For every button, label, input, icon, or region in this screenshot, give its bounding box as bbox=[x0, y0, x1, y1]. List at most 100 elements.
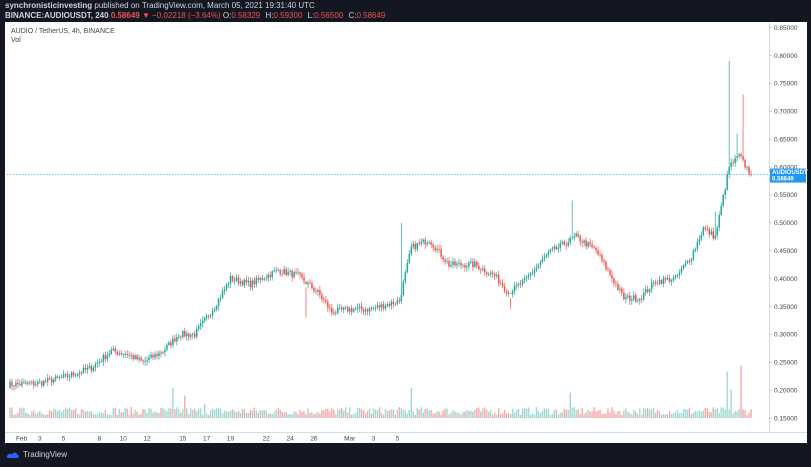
volume-bar bbox=[710, 412, 712, 419]
volume-bar bbox=[726, 371, 728, 419]
candle-body bbox=[309, 282, 311, 284]
symbol-label: BINANCE:AUDIOUSDT, 240 bbox=[5, 11, 109, 20]
candle-body bbox=[690, 259, 693, 262]
volume-bar bbox=[66, 408, 69, 419]
candle-body bbox=[247, 280, 250, 283]
y-tick-label: 0.40000 bbox=[774, 276, 798, 283]
candle-body bbox=[537, 265, 540, 268]
publisher-name[interactable]: synchronisticinvesting bbox=[5, 1, 93, 10]
volume-bar bbox=[231, 409, 234, 419]
volume-bar bbox=[275, 409, 277, 419]
volume-bar bbox=[750, 408, 752, 419]
candle-body bbox=[633, 295, 635, 300]
candle-body bbox=[738, 154, 740, 157]
brand[interactable]: TradingView bbox=[6, 447, 67, 461]
chart-pane[interactable] bbox=[5, 22, 769, 432]
volume-bar bbox=[412, 411, 414, 419]
candle-body bbox=[223, 289, 226, 291]
candle-body bbox=[176, 337, 178, 342]
volume-bar bbox=[690, 413, 693, 419]
candle-body bbox=[301, 274, 303, 278]
candle-body bbox=[577, 233, 579, 237]
candle-body bbox=[11, 381, 13, 386]
volume-bar bbox=[486, 409, 488, 419]
candle-body bbox=[642, 292, 645, 300]
volume-bar bbox=[339, 409, 341, 419]
candle-body bbox=[378, 305, 381, 308]
candle-body bbox=[559, 243, 562, 248]
volume-bar bbox=[543, 408, 546, 419]
candle-body bbox=[722, 194, 724, 206]
volume-bar bbox=[194, 408, 196, 419]
volume-bar bbox=[261, 410, 263, 419]
open-value: 0.58329 bbox=[231, 11, 261, 20]
candle-body bbox=[380, 304, 383, 308]
candle-body bbox=[535, 267, 538, 271]
candle-body bbox=[342, 307, 345, 310]
volume-bar bbox=[253, 407, 256, 419]
x-tick-label: 10 bbox=[120, 436, 128, 443]
volume-bar bbox=[571, 407, 573, 419]
candle-body bbox=[350, 308, 353, 312]
volume-bar bbox=[378, 407, 381, 419]
volume-bar bbox=[513, 412, 516, 419]
candle-body bbox=[140, 357, 142, 361]
publish-header: synchronisticinvesting published on Trad… bbox=[0, 0, 811, 22]
candle-body bbox=[340, 307, 343, 310]
volume-bar bbox=[17, 412, 19, 419]
time-axis[interactable] bbox=[5, 432, 807, 443]
candle-body bbox=[271, 271, 273, 278]
volume-bar bbox=[190, 408, 192, 419]
candle-body bbox=[184, 331, 186, 337]
candle-body bbox=[692, 250, 695, 260]
volume-bar bbox=[291, 414, 293, 419]
volume-bar bbox=[68, 407, 71, 419]
candle-body bbox=[557, 247, 560, 250]
candle-body bbox=[241, 281, 244, 286]
candle-body bbox=[615, 283, 617, 285]
price-change: −0.02218 (−3.64%) bbox=[152, 11, 221, 20]
volume-bar bbox=[158, 413, 160, 419]
candle-body bbox=[233, 280, 236, 282]
candle-body bbox=[313, 288, 315, 291]
volume-bar bbox=[112, 408, 114, 419]
candle-body bbox=[619, 288, 621, 290]
candle-body bbox=[625, 296, 627, 300]
volume-bar bbox=[400, 408, 403, 419]
volume-bar bbox=[718, 413, 720, 419]
volume-bar bbox=[341, 407, 343, 419]
close-value: 0.58649 bbox=[356, 11, 386, 20]
volume-bar bbox=[289, 413, 291, 419]
volume-bar bbox=[466, 409, 468, 419]
candle-body bbox=[644, 289, 647, 293]
candle-body bbox=[120, 353, 122, 355]
volume-bar bbox=[704, 408, 707, 419]
last-price-tag[interactable] bbox=[770, 168, 806, 183]
volume-bar bbox=[196, 411, 198, 419]
volume-bar bbox=[58, 409, 61, 419]
candle-body bbox=[486, 272, 488, 275]
candle-body bbox=[529, 273, 532, 276]
candle-body bbox=[239, 281, 242, 284]
candle-body bbox=[235, 277, 238, 281]
candle-body bbox=[736, 156, 738, 158]
candle-body bbox=[744, 159, 746, 168]
candle-body bbox=[323, 299, 325, 301]
candle-body bbox=[430, 242, 432, 245]
volume-bar bbox=[404, 410, 407, 419]
candle-body bbox=[680, 268, 683, 273]
volume-bar bbox=[180, 412, 182, 419]
candle-body bbox=[662, 278, 665, 284]
volume-bar bbox=[372, 408, 375, 419]
volume-bar bbox=[591, 411, 593, 419]
volume-bar bbox=[464, 411, 466, 419]
volume-bar bbox=[509, 413, 512, 419]
candle-body bbox=[106, 355, 109, 360]
price-axis[interactable] bbox=[769, 22, 807, 432]
volume-bar bbox=[360, 409, 363, 419]
candle-body bbox=[37, 382, 39, 385]
candle-body bbox=[462, 265, 464, 267]
candle-body bbox=[660, 279, 663, 284]
candle-body bbox=[617, 283, 619, 290]
